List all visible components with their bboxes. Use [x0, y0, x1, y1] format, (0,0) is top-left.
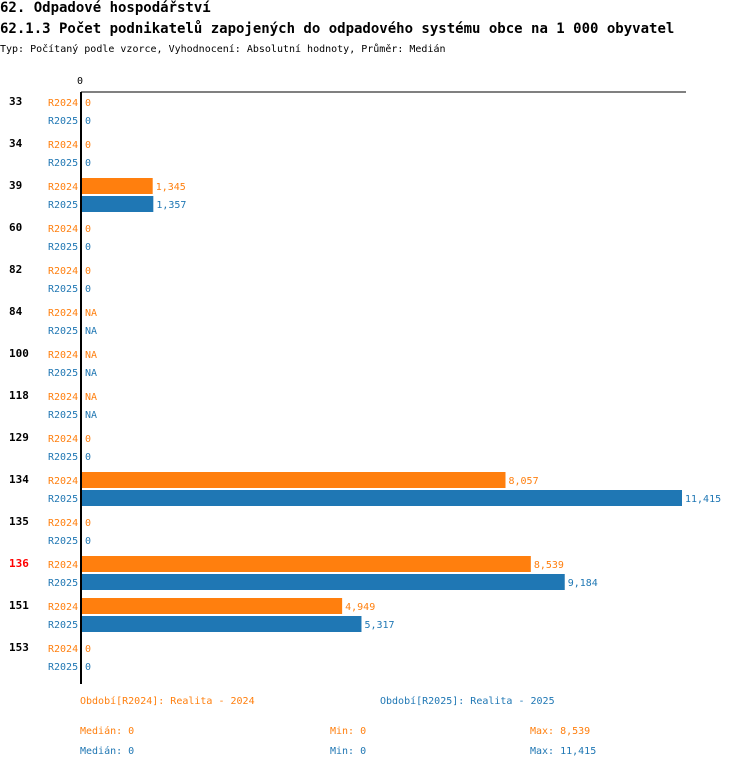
legend-period-r2024: Období[R2024]: Realita - 2024 — [80, 696, 255, 707]
data-label: NA — [85, 350, 97, 361]
series-label: R2025 — [48, 158, 78, 169]
data-label: 1,345 — [156, 182, 186, 193]
data-label: 0 — [85, 242, 91, 253]
series-label: R2025 — [48, 242, 78, 253]
category-label: 129 — [9, 431, 29, 444]
bar-r2024 — [82, 178, 153, 194]
series-label: R2024 — [48, 518, 78, 529]
data-label: 8,539 — [534, 560, 564, 571]
data-label: NA — [85, 410, 97, 421]
category-label: 34 — [9, 137, 23, 150]
bar-r2025 — [82, 574, 565, 590]
data-label: 4,949 — [345, 602, 375, 613]
data-label: 0 — [85, 224, 91, 235]
category-label: 39 — [9, 179, 22, 192]
x-tick-label: 0 — [77, 76, 83, 87]
category-label: 60 — [9, 221, 22, 234]
series-label: R2025 — [48, 662, 78, 673]
stat-max-r2025: Max: 11,415 — [530, 746, 597, 757]
category-label: 136 — [9, 557, 29, 570]
data-label: 0 — [85, 434, 91, 445]
data-label: 11,415 — [685, 494, 721, 505]
series-label: R2024 — [48, 560, 78, 571]
series-label: R2024 — [48, 476, 78, 487]
stat-max-r2024: Max: 8,539 — [530, 726, 591, 737]
series-label: R2024 — [48, 644, 78, 655]
page-title: 62. Odpadové hospodářství — [0, 0, 211, 16]
series-label: R2024 — [48, 98, 78, 109]
stat-min-r2025: Min: 0 — [330, 746, 367, 757]
data-label: 0 — [85, 284, 91, 295]
category-label: 100 — [9, 347, 29, 360]
data-label: 0 — [85, 644, 91, 655]
data-label: 0 — [85, 662, 91, 673]
category-label: 134 — [9, 473, 29, 486]
data-label: NA — [85, 392, 97, 403]
series-label: R2024 — [48, 434, 78, 445]
series-label: R2024 — [48, 266, 78, 277]
series-label: R2024 — [48, 392, 78, 403]
series-label: R2024 — [48, 602, 78, 613]
category-label: 84 — [9, 305, 23, 318]
data-label: 1,357 — [156, 200, 186, 211]
bar-r2025 — [82, 490, 682, 506]
series-label: R2025 — [48, 410, 78, 421]
data-label: 0 — [85, 140, 91, 151]
series-label: R2025 — [48, 536, 78, 547]
series-label: R2024 — [48, 182, 78, 193]
series-label: R2025 — [48, 494, 78, 505]
series-label: R2025 — [48, 620, 78, 631]
data-label: 0 — [85, 518, 91, 529]
data-label: 0 — [85, 98, 91, 109]
series-label: R2025 — [48, 578, 78, 589]
series-label: R2025 — [48, 326, 78, 337]
category-label: 135 — [9, 515, 29, 528]
series-label: R2025 — [48, 200, 78, 211]
data-label: NA — [85, 308, 97, 319]
bar-r2024 — [82, 598, 343, 614]
bar-r2024 — [82, 556, 531, 572]
series-label: R2024 — [48, 140, 78, 151]
data-label: 0 — [85, 116, 91, 127]
data-label: 0 — [85, 452, 91, 463]
indicator-meta: Typ: Počítaný podle vzorce, Vyhodnocení:… — [0, 44, 446, 55]
bar-chart: 0 33 R2024 0 R2025 0 34 R2024 0 R2025 0 39 R2024 1,34… — [9, 76, 721, 684]
series-label: R2025 — [48, 452, 78, 463]
data-label: NA — [85, 368, 97, 379]
category-label: 118 — [9, 389, 29, 402]
series-label: R2025 — [48, 284, 78, 295]
data-label: 8,057 — [508, 476, 538, 487]
category-label: 151 — [9, 599, 29, 612]
bar-r2024 — [82, 472, 506, 488]
data-label: NA — [85, 326, 97, 337]
data-label: 9,184 — [568, 578, 598, 589]
stat-min-r2024: Min: 0 — [330, 726, 367, 737]
series-label: R2025 — [48, 116, 78, 127]
data-label: 0 — [85, 536, 91, 547]
series-label: R2024 — [48, 350, 78, 361]
bar-r2025 — [82, 616, 362, 632]
stat-median-r2025: Medián: 0 — [80, 746, 135, 757]
stat-median-r2024: Medián: 0 — [80, 726, 135, 737]
series-label: R2024 — [48, 224, 78, 235]
series-label: R2025 — [48, 368, 78, 379]
bar-r2025 — [82, 196, 154, 212]
category-label: 33 — [9, 95, 22, 108]
data-label: 5,317 — [364, 620, 394, 631]
data-label: 0 — [85, 266, 91, 277]
category-label: 82 — [9, 263, 22, 276]
indicator-title: 62.1.3 Počet podnikatelů zapojených do o… — [0, 21, 675, 37]
series-label: R2024 — [48, 308, 78, 319]
data-label: 0 — [85, 158, 91, 169]
category-label: 153 — [9, 641, 29, 654]
legend-period-r2025: Období[R2025]: Realita - 2025 — [380, 696, 555, 707]
